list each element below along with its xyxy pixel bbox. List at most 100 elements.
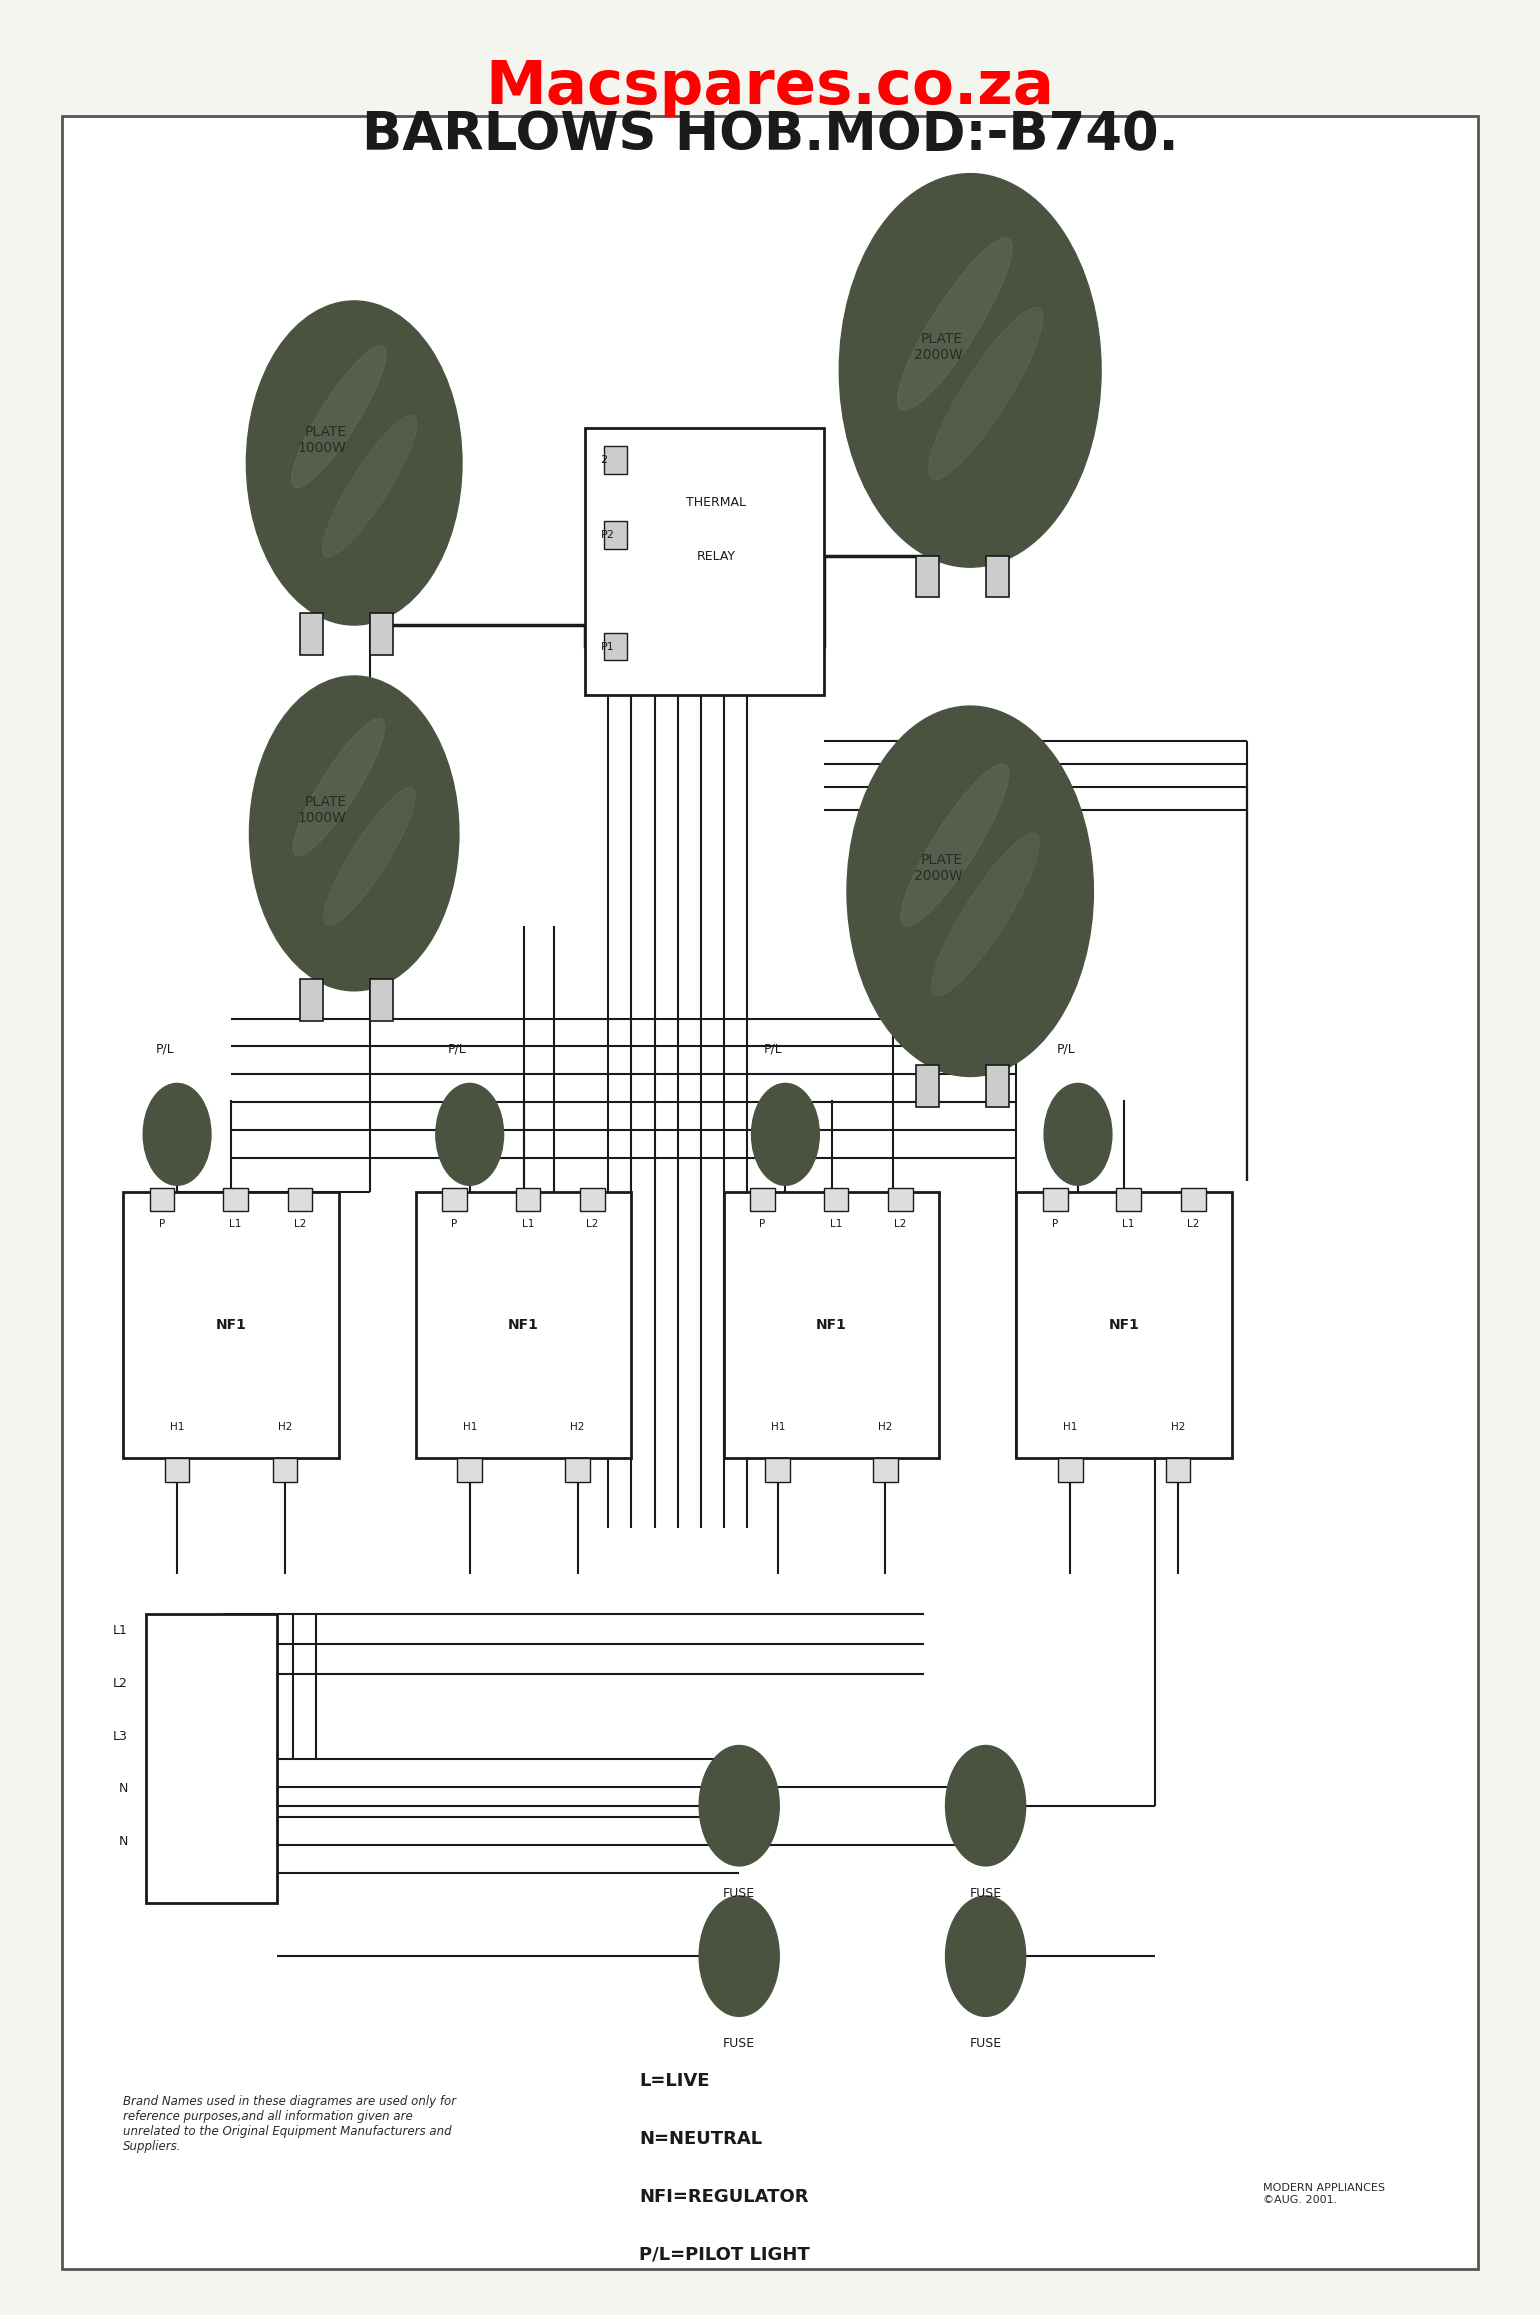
Text: H1: H1: [770, 1421, 785, 1431]
Circle shape: [946, 1746, 1026, 1866]
Text: P: P: [1052, 1220, 1058, 1229]
Text: NF1: NF1: [508, 1317, 539, 1333]
Text: PLATE
2000W: PLATE 2000W: [913, 852, 962, 884]
Bar: [585, 428, 824, 694]
Bar: [1043, 1188, 1067, 1211]
Text: P/L: P/L: [448, 1042, 467, 1056]
Bar: [416, 1192, 631, 1458]
Bar: [873, 1458, 898, 1482]
Text: L1: L1: [112, 1625, 128, 1637]
Text: P/L: P/L: [156, 1042, 174, 1056]
Text: FUSE: FUSE: [970, 1887, 1001, 1901]
Text: RELAY: RELAY: [698, 549, 736, 563]
Text: P: P: [451, 1220, 457, 1229]
Text: NF1: NF1: [1109, 1317, 1140, 1333]
Text: L1: L1: [830, 1220, 842, 1229]
Text: H2: H2: [878, 1421, 893, 1431]
Bar: [1181, 1188, 1206, 1211]
Text: BARLOWS HOB.MOD:-B740.: BARLOWS HOB.MOD:-B740.: [362, 109, 1178, 160]
Bar: [146, 1614, 277, 1903]
Text: FUSE: FUSE: [970, 2037, 1001, 2051]
Bar: [986, 1065, 1009, 1107]
Text: H1: H1: [169, 1421, 185, 1431]
Ellipse shape: [901, 764, 1009, 926]
Circle shape: [143, 1083, 211, 1185]
Text: NF1: NF1: [816, 1317, 847, 1333]
Bar: [300, 979, 323, 1021]
Bar: [750, 1188, 775, 1211]
Bar: [581, 1188, 605, 1211]
Circle shape: [946, 1896, 1026, 2016]
Ellipse shape: [929, 308, 1043, 479]
Text: 2: 2: [601, 456, 608, 465]
Ellipse shape: [898, 238, 1012, 410]
Text: L2: L2: [1187, 1220, 1200, 1229]
Bar: [604, 632, 627, 660]
Bar: [1166, 1458, 1190, 1482]
Text: L2: L2: [895, 1220, 907, 1229]
Bar: [565, 1458, 590, 1482]
Bar: [223, 1188, 248, 1211]
Ellipse shape: [291, 345, 387, 488]
Bar: [457, 1458, 482, 1482]
Text: PLATE
1000W: PLATE 1000W: [297, 794, 346, 826]
Text: P: P: [159, 1220, 165, 1229]
Bar: [916, 1065, 939, 1107]
Bar: [986, 556, 1009, 597]
Text: FUSE: FUSE: [724, 2037, 755, 2051]
Text: P: P: [759, 1220, 765, 1229]
Bar: [1016, 1192, 1232, 1458]
Bar: [288, 1188, 313, 1211]
Bar: [824, 1188, 849, 1211]
Text: L2: L2: [587, 1220, 599, 1229]
Bar: [889, 1188, 913, 1211]
Text: P2: P2: [601, 530, 614, 539]
Bar: [765, 1458, 790, 1482]
Text: N: N: [119, 1783, 128, 1794]
Text: THERMAL: THERMAL: [687, 495, 747, 509]
Circle shape: [246, 301, 462, 625]
Bar: [370, 979, 393, 1021]
Bar: [1058, 1458, 1083, 1482]
Text: H2: H2: [1170, 1421, 1186, 1431]
Text: N=NEUTRAL: N=NEUTRAL: [639, 2130, 762, 2148]
Ellipse shape: [322, 414, 417, 558]
Text: NFI=REGULATOR: NFI=REGULATOR: [639, 2188, 809, 2206]
Text: L2: L2: [112, 1676, 128, 1690]
Text: N: N: [119, 1836, 128, 1847]
Bar: [442, 1188, 467, 1211]
Bar: [916, 556, 939, 597]
Text: L3: L3: [112, 1729, 128, 1743]
Bar: [724, 1192, 939, 1458]
Bar: [1116, 1188, 1141, 1211]
Text: L1: L1: [1123, 1220, 1135, 1229]
Text: P/L: P/L: [1056, 1042, 1075, 1056]
Text: NF1: NF1: [216, 1317, 246, 1333]
Circle shape: [699, 1896, 779, 2016]
Text: P/L=PILOT LIGHT: P/L=PILOT LIGHT: [639, 2246, 810, 2264]
Text: P/L: P/L: [764, 1042, 782, 1056]
Bar: [516, 1188, 541, 1211]
Bar: [300, 613, 323, 655]
Ellipse shape: [932, 833, 1040, 995]
Circle shape: [847, 706, 1093, 1076]
Bar: [149, 1188, 174, 1211]
Text: P1: P1: [601, 641, 614, 651]
Text: MODERN APPLIANCES
©AUG. 2001.: MODERN APPLIANCES ©AUG. 2001.: [1263, 2183, 1384, 2204]
Text: H1: H1: [1063, 1421, 1078, 1431]
Text: PLATE
2000W: PLATE 2000W: [913, 331, 962, 363]
Ellipse shape: [323, 787, 416, 926]
Bar: [604, 447, 627, 475]
Bar: [123, 1192, 339, 1458]
Text: H2: H2: [570, 1421, 585, 1431]
Text: H2: H2: [277, 1421, 293, 1431]
Circle shape: [839, 174, 1101, 567]
Bar: [604, 521, 627, 549]
Text: Macspares.co.za: Macspares.co.za: [485, 58, 1055, 116]
Text: H1: H1: [462, 1421, 477, 1431]
Bar: [165, 1458, 189, 1482]
Bar: [273, 1458, 297, 1482]
Text: FUSE: FUSE: [724, 1887, 755, 1901]
Text: L=LIVE: L=LIVE: [639, 2072, 710, 2090]
Circle shape: [436, 1083, 504, 1185]
